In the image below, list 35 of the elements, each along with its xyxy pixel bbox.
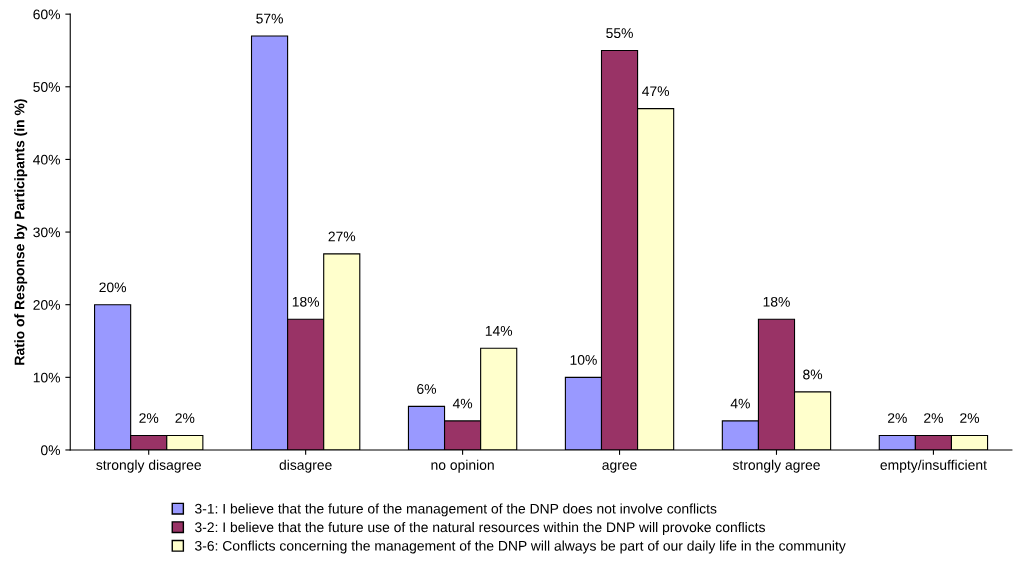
data-label: 8% — [803, 369, 823, 380]
x-tick-label: agree — [602, 462, 637, 473]
y-tick-label: 30% — [33, 227, 61, 238]
data-label: 4% — [452, 398, 473, 409]
data-label: 18% — [292, 296, 320, 307]
data-label: 4% — [730, 398, 750, 409]
data-label: 10% — [570, 355, 597, 365]
x-tick-label: disagree — [279, 459, 332, 473]
y-tick-label: 50% — [33, 82, 61, 92]
y-tick-label: 40% — [33, 154, 61, 165]
x-tick-label: no opinion — [431, 459, 494, 473]
x-tick-label: strongly agree — [732, 459, 820, 473]
data-label: 2% — [887, 413, 907, 423]
y-tick-label: 60% — [33, 9, 61, 20]
y-tick-label: 10% — [33, 372, 61, 383]
data-label: 2% — [139, 413, 159, 423]
data-label: 2% — [924, 413, 943, 423]
data-label: 2% — [175, 413, 195, 423]
data-label: 47% — [642, 86, 670, 97]
data-label: 57% — [256, 13, 283, 24]
legend-label: 3-1: I believe that the future of the management of the DNP does not involve conflicts — [195, 503, 717, 517]
data-label: 2% — [960, 413, 980, 423]
data-label: 20% — [99, 282, 127, 293]
data-label: 18% — [763, 296, 790, 307]
data-label: 6% — [417, 384, 437, 394]
y-tick-label: 0% — [40, 445, 61, 456]
legend-label: 3-2: I believe that the future use of the natural resources within the DNP will provoke conflicts — [195, 521, 766, 535]
x-tick-label: strongly disagree — [96, 459, 201, 473]
x-tick-label: empty/insufficient — [880, 459, 987, 473]
data-label: 14% — [485, 326, 513, 336]
legend-label: 3-6: Conflicts concerning the management of the DNP will always be part of our daily life in the community — [195, 540, 846, 554]
y-axis-title: Ratio of Response by Participants (in %) — [14, 99, 28, 365]
data-label: 27% — [328, 231, 356, 242]
data-label: 55% — [606, 28, 633, 38]
y-tick-label: 20% — [33, 300, 61, 310]
